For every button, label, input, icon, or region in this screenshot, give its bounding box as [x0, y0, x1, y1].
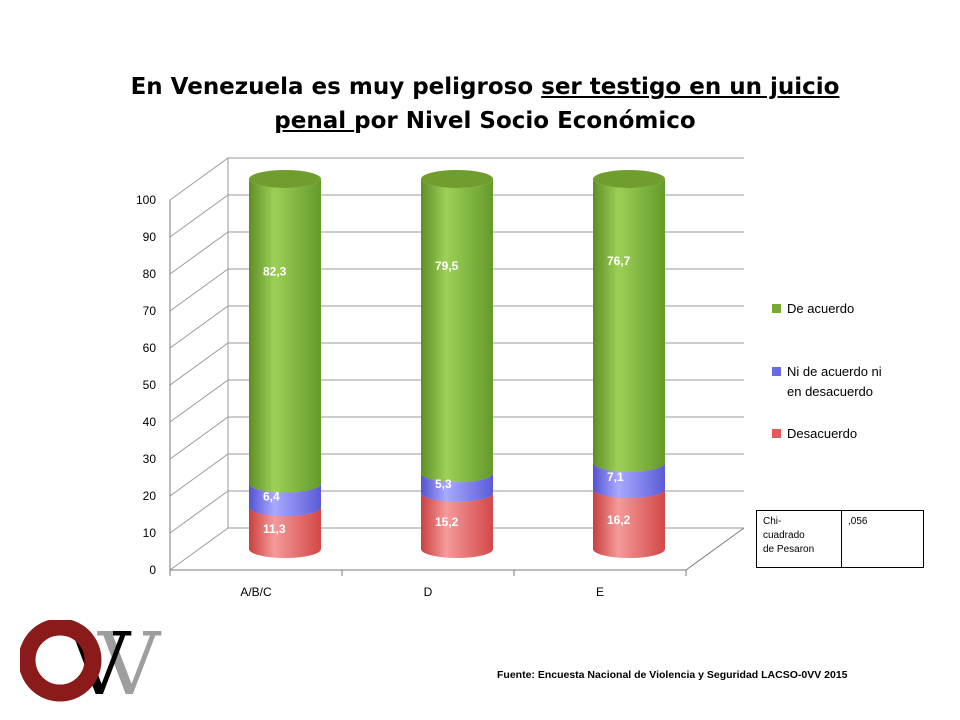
bar-body-de-acuerdo: [249, 179, 321, 493]
logo-mark: V V: [20, 620, 162, 705]
bar-body-de-acuerdo: [593, 179, 665, 472]
x-tick-label: D: [424, 585, 433, 599]
bar-body-desacuerdo: [593, 489, 665, 558]
data-label-de-acuerdo: 76,7: [607, 254, 631, 268]
data-label-desacuerdo: 11,3: [263, 522, 286, 536]
legend-label-ni-de-acuerdo: Ni de acuerdo ni: [787, 364, 882, 379]
bar-cap-de-acuerdo: [249, 170, 321, 188]
bars: [249, 170, 665, 558]
x-tick-label: E: [596, 585, 604, 599]
bar-body-ni-de-acuerdo: [249, 483, 321, 517]
chart-title: En Venezuela es muy peligroso ser testig…: [120, 70, 850, 138]
x-tick-label: A/B/C: [240, 585, 272, 599]
logo-letter-w: V: [97, 620, 162, 705]
statistics-table: Chi- cuadrado de Pesaron ,056: [756, 510, 924, 568]
legend-swatch-de-acuerdo: [772, 304, 781, 313]
legend-swatch-ni-de-acuerdo: [772, 367, 781, 376]
y-tick-label: 60: [143, 341, 157, 355]
data-label-de-acuerdo: 82,3: [263, 264, 287, 278]
data-label-de-acuerdo: 79,5: [435, 259, 459, 273]
y-tick-label: 90: [143, 230, 157, 244]
y-tick-label: 20: [143, 489, 157, 503]
data-label-desacuerdo: 16,2: [607, 513, 631, 527]
back-wall-edge: [227, 158, 744, 529]
logo-letter-o-ring: [20, 620, 102, 702]
bar-cap-de-acuerdo: [421, 170, 493, 188]
bar-body-desacuerdo: [249, 507, 321, 558]
data-label-ni-de-acuerdo: 6,4: [263, 489, 280, 503]
bar-de-acuerdo: [249, 170, 321, 493]
y-tick-label: 0: [149, 563, 156, 577]
data-label-ni-de-acuerdo: 5,3: [435, 477, 452, 491]
y-tick-label: 100: [136, 193, 156, 207]
y-tick-label: 40: [143, 415, 157, 429]
legend-label-de-acuerdo: De acuerdo: [787, 301, 854, 316]
legend-label-ni-de-acuerdo: en desacuerdo: [787, 384, 873, 399]
data-label-ni-de-acuerdo: 7,1: [607, 470, 624, 484]
axes: 0 10 20 30 40 50 60 70 80 90 100 A/B/C D E: [136, 158, 745, 599]
chi-square-label: Chi- cuadrado de Pesaron: [756, 510, 842, 568]
data-label-desacuerdo: 15,2: [435, 515, 459, 529]
ovv-logo: V V: [20, 620, 162, 705]
bar-body-ni-de-acuerdo: [593, 462, 665, 499]
source-note: Fuente: Encuesta Nacional de Violencia y…: [497, 669, 848, 681]
bar-cap-de-acuerdo: [593, 170, 665, 188]
chi-square-value: ,056: [841, 510, 924, 568]
y-tick-label: 30: [143, 452, 157, 466]
legend: De acuerdo Ni de acuerdo ni en desacuerdo D…: [772, 301, 882, 441]
bar-body-de-acuerdo: [421, 179, 493, 483]
legend-label-desacuerdo: Desacuerdo: [787, 426, 857, 441]
y-tick-label: 70: [143, 304, 157, 318]
legend-swatch-desacuerdo: [772, 429, 781, 438]
y-tick-label: 50: [143, 378, 157, 392]
bar-body-ni-de-acuerdo: [421, 473, 493, 502]
data-labels: 11,3 6,4 82,3 15,2 5,3 79,5 16,2 7,1 76,7: [263, 254, 631, 536]
y-tick-label: 80: [143, 267, 157, 281]
bar-de-acuerdo: [593, 170, 665, 472]
title-part-1: En Venezuela es muy peligroso: [130, 74, 542, 100]
title-part-2: por Nivel Socio Económico: [354, 108, 696, 134]
y-tick-label: 10: [143, 526, 157, 540]
bar-de-acuerdo: [421, 170, 493, 483]
title-underlined: ser testigo en un juicio penal: [274, 74, 840, 134]
bar-body-desacuerdo: [421, 492, 493, 558]
